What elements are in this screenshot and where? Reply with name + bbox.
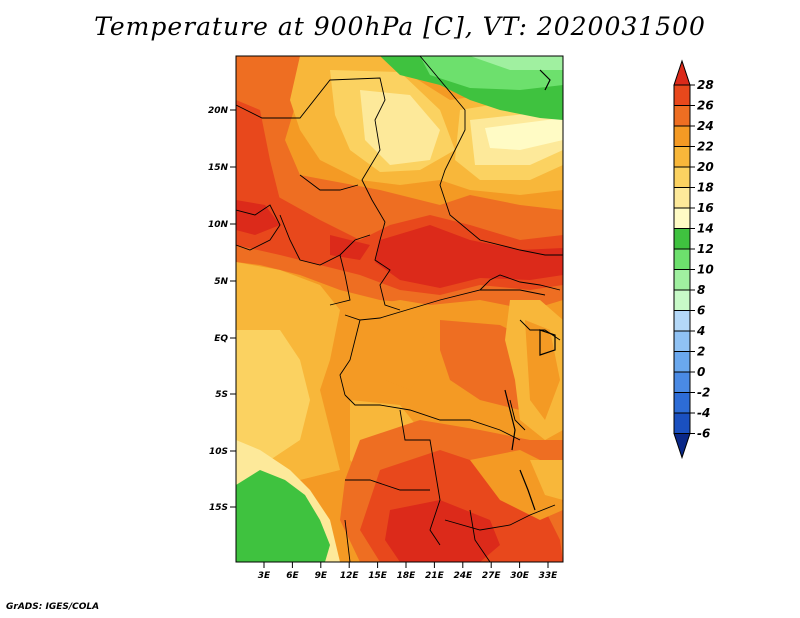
lon-tick-label: 3E [258,571,271,581]
latitude-axis: 20N 15N 10N 5N EQ 5S 10S 15S [208,106,236,513]
colorbar-segment [673,125,691,147]
colorbar-segment [673,330,691,352]
colorbar-segment [673,146,691,168]
map-frame [235,55,564,563]
colorbar-label: 0 [697,365,705,379]
colorbar-segment [673,269,691,291]
lat-tick-label: 15N [208,163,229,173]
colorbar-label: -4 [697,406,710,420]
lon-tick-label: 30E [510,571,530,581]
colorbar-segment [673,351,691,373]
lon-tick-label: 18E [397,571,417,581]
lat-tick-label: 5S [215,390,228,400]
colorbar-label: 8 [697,283,705,297]
lon-tick-label: 33E [539,571,559,581]
colorbar-label: 26 [697,99,714,113]
colorbar-label: 28 [697,78,714,92]
colorbar-segment [673,248,691,270]
lon-tick-label: 15E [368,571,388,581]
map-title: Temperature at 900hPa [C], VT: 202003150… [94,12,706,41]
lon-tick-label: 21E [425,571,445,581]
colorbar-bottom-arrow [673,433,691,460]
lat-tick-label: 20N [208,106,229,116]
colorbar-segment [673,84,691,106]
lon-tick-label: 6E [286,571,299,581]
colorbar-segment [673,207,691,229]
colorbar-label: 20 [697,160,714,174]
longitude-axis: 3E 6E 9E 12E 15E 18E 21E 24E 27E 30E 33E [258,562,558,581]
colorbar-segment [673,371,691,393]
lon-tick-label: 24E [453,571,473,581]
colorbar-label: 16 [697,201,714,215]
colorbar-label: 12 [697,242,714,256]
colorbar-segment [673,310,691,332]
lat-tick-label: EQ [214,334,228,344]
colorbar-segment [673,228,691,250]
colorbar-segment [673,412,691,434]
country-borders [236,56,563,562]
lat-tick-label: 15S [209,503,228,513]
lat-tick-label: 10S [209,447,228,457]
colorbar-segment [673,166,691,188]
colorbar-segment [673,289,691,311]
temperature-field-map [236,56,563,562]
contour-region-southwest-cool [236,470,330,562]
colorbar-label: 24 [697,119,714,133]
colorbar-label: -6 [697,427,710,441]
lon-tick-label: 27E [482,571,502,581]
colorbar-label: 22 [697,140,714,154]
colorbar-label: 10 [697,263,714,277]
colorbar-label: 4 [696,324,705,338]
colorbar-segment [673,105,691,127]
colorbar-label: 2 [697,345,705,359]
lat-tick-label: 10N [208,220,229,230]
colorbar-segment [673,392,691,414]
colorbar-label: 14 [697,222,714,236]
lat-tick-label: 5N [214,277,228,287]
colorbar-label: 6 [697,304,705,318]
colorbar-label: 18 [697,181,714,195]
lake-outlines [504,69,556,511]
lon-tick-label: 12E [340,571,360,581]
colorbar-label: -2 [697,386,710,400]
lon-tick-label: 9E [315,571,328,581]
colorbar-segment [673,187,691,209]
grads-credit: GrADS: IGES/COLA [6,602,100,612]
colorbar-top-arrow [673,59,691,86]
